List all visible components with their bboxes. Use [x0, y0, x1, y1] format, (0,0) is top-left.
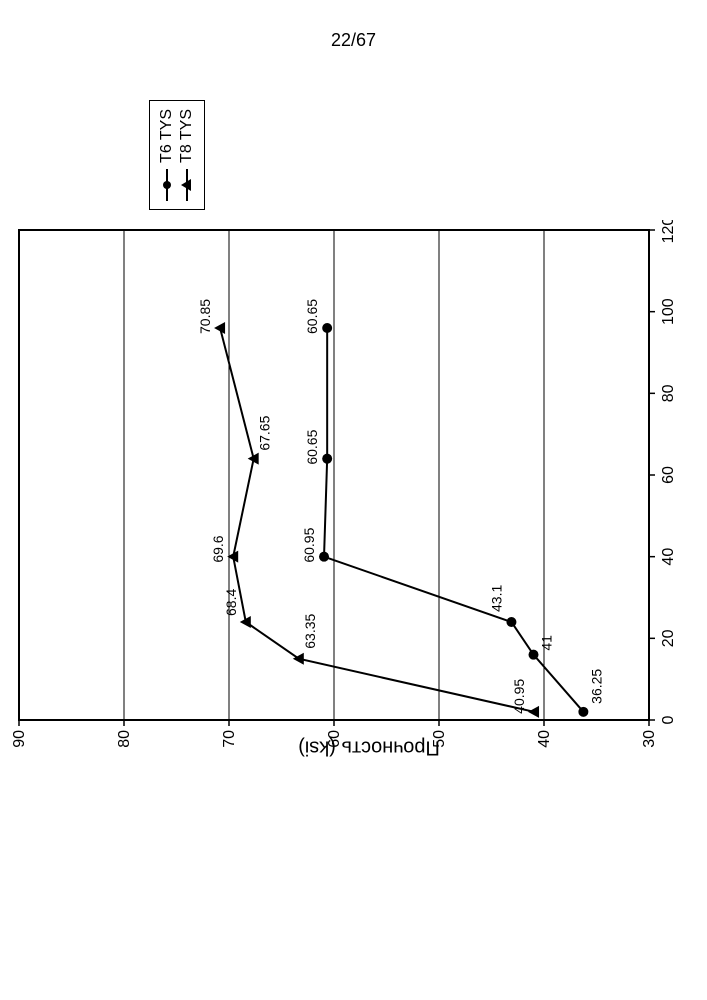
svg-text:80: 80 [660, 384, 677, 402]
legend-item-t8: T8 TYS [178, 109, 196, 201]
legend: T6 TYS T8 TYS [149, 100, 205, 210]
svg-text:60.65: 60.65 [304, 429, 320, 464]
svg-text:60.95: 60.95 [301, 527, 317, 562]
chart-svg: 3040506070809002040608010012036.254143.1… [9, 220, 689, 780]
svg-text:43.1: 43.1 [488, 585, 504, 612]
triangle-marker-icon [186, 169, 188, 201]
svg-text:30: 30 [641, 730, 658, 748]
svg-text:40.95: 40.95 [511, 679, 527, 714]
svg-text:40: 40 [536, 730, 553, 748]
svg-text:0: 0 [660, 715, 677, 724]
svg-text:90: 90 [11, 730, 28, 748]
legend-label: T6 TYS [158, 109, 176, 163]
svg-text:67.65: 67.65 [257, 415, 273, 450]
svg-text:70.85: 70.85 [197, 299, 213, 334]
svg-text:40: 40 [660, 548, 677, 566]
circle-marker-icon [166, 169, 168, 201]
svg-text:41: 41 [539, 635, 555, 651]
svg-text:120: 120 [660, 220, 677, 243]
svg-text:80: 80 [116, 730, 133, 748]
legend-item-t6: T6 TYS [158, 109, 176, 201]
svg-text:63.35: 63.35 [302, 614, 318, 649]
y-axis-label: Прочность (ksi) [298, 736, 440, 759]
page-number: 22/67 [0, 30, 707, 51]
svg-text:60.65: 60.65 [304, 299, 320, 334]
svg-text:100: 100 [660, 298, 677, 325]
svg-text:70: 70 [221, 730, 238, 748]
svg-text:69.6: 69.6 [210, 535, 226, 562]
chart-title: ФИГ. 22 - Сплав L, соотношение Cu/Mg=10,… [0, 220, 1, 780]
svg-text:68.4: 68.4 [223, 589, 239, 616]
svg-text:36.25: 36.25 [588, 669, 604, 704]
svg-text:20: 20 [660, 629, 677, 647]
plot-area: Прочность (ksi) 304050607080900204060801… [9, 220, 707, 780]
legend-label: T8 TYS [178, 109, 196, 163]
svg-text:60: 60 [660, 466, 677, 484]
rotated-figure: ФИГ. 22 - Сплав L, соотношение Cu/Mg=10,… [0, 220, 707, 780]
